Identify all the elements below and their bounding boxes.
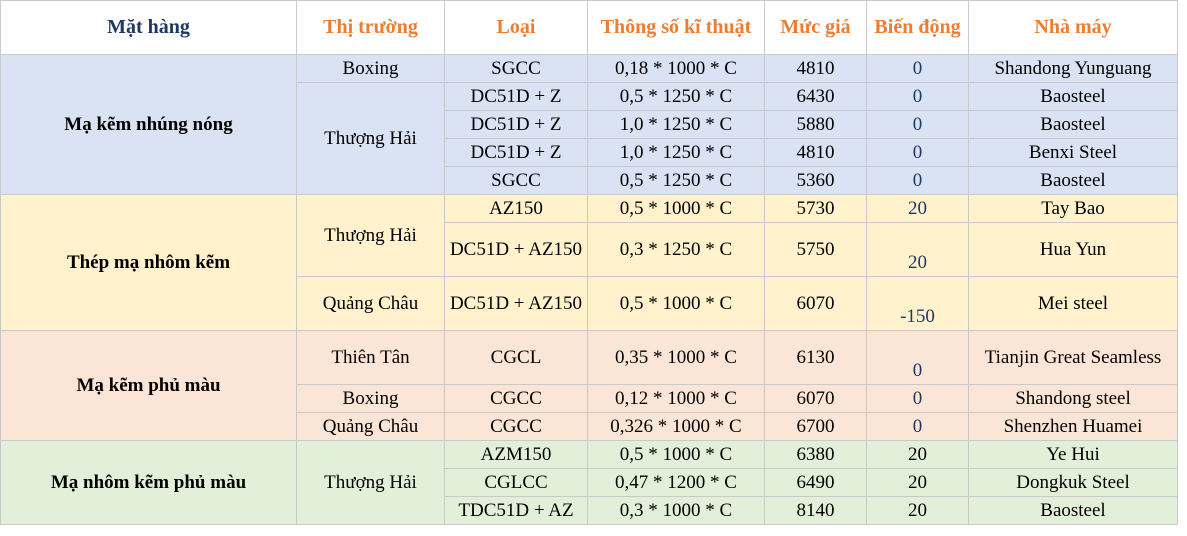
change-cell: 20 [866,194,969,223]
market-cell: Quảng Châu [296,412,445,441]
type-cell: SGCC [444,166,588,195]
price-cell: 6700 [764,412,867,441]
table-row: Mạ nhôm kẽm phủ màu Thượng Hải AZM150 0,… [0,440,1178,525]
price-cell: 6070 [764,384,867,413]
type-cell: DC51D + AZ150 [444,222,588,277]
change-cell: 20 [866,222,969,277]
price-cell: 6380 [764,440,867,469]
market-cell: Quảng Châu [296,276,445,331]
product-cell: Thép mạ nhôm kẽm [0,194,297,331]
spec-cell: 1,0 * 1250 * C [587,110,765,139]
factory-cell: Baosteel [968,496,1178,525]
spec-cell: 0,5 * 1000 * C [587,440,765,469]
price-cell: 4810 [764,138,867,167]
table-row: Thép mạ nhôm kẽm Thượng Hải AZ150 0,5 * … [0,194,1178,331]
market-cell: Boxing [296,54,445,83]
spec-cell: 0,3 * 1000 * C [587,496,765,525]
spec-cell: 0,12 * 1000 * C [587,384,765,413]
spec-cell: 0,5 * 1250 * C [587,82,765,111]
type-cell: CGCC [444,412,588,441]
spec-cell: 0,3 * 1250 * C [587,222,765,277]
type-cell: SGCC [444,54,588,83]
price-cell: 8140 [764,496,867,525]
price-cell: 5360 [764,166,867,195]
type-cell: CGCC [444,384,588,413]
price-cell: 6070 [764,276,867,331]
change-cell: 0 [866,110,969,139]
change-cell: 20 [866,496,969,525]
factory-cell: Mei steel [968,276,1178,331]
price-cell: 6130 [764,330,867,385]
spec-cell: 0,47 * 1200 * C [587,468,765,497]
header-spec: Thông số kĩ thuật [587,0,765,55]
header-factory: Nhà máy [968,0,1178,55]
spec-cell: 0,5 * 1000 * C [587,276,765,331]
change-cell: 20 [866,440,969,469]
steel-price-table: Mặt hàng Thị trường Loại Thông số kĩ thu… [0,0,1178,525]
market-cell: Thượng Hải [296,440,445,525]
factory-cell: Shenzhen Huamei [968,412,1178,441]
type-cell: DC51D + Z [444,82,588,111]
market-cell: Thiên Tân [296,330,445,385]
table-row: Mạ kẽm phủ màu Thiên Tân CGCL 0,35 * 100… [0,330,1178,441]
product-cell: Mạ nhôm kẽm phủ màu [0,440,297,525]
change-cell: 0 [866,82,969,111]
factory-cell: Benxi Steel [968,138,1178,167]
change-cell: 0 [866,384,969,413]
change-cell: 0 [866,330,969,385]
header-price: Mức giá [764,0,867,55]
change-cell: 20 [866,468,969,497]
change-cell: 0 [866,166,969,195]
change-cell: -150 [866,276,969,331]
factory-cell: Tianjin Great Seamless [968,330,1178,385]
spec-cell: 0,326 * 1000 * C [587,412,765,441]
price-cell: 5730 [764,194,867,223]
price-cell: 5750 [764,222,867,277]
type-cell: CGLCC [444,468,588,497]
factory-cell: Hua Yun [968,222,1178,277]
header-row: Mặt hàng Thị trường Loại Thông số kĩ thu… [0,0,1178,55]
spec-cell: 0,35 * 1000 * C [587,330,765,385]
factory-cell: Tay Bao [968,194,1178,223]
factory-cell: Shandong steel [968,384,1178,413]
market-cell: Boxing [296,384,445,413]
spec-cell: 0,5 * 1250 * C [587,166,765,195]
type-cell: DC51D + Z [444,110,588,139]
factory-cell: Shandong Yunguang [968,54,1178,83]
price-cell: 6430 [764,82,867,111]
change-cell: 0 [866,138,969,167]
product-cell: Mạ kẽm phủ màu [0,330,297,441]
table-row: Mạ kẽm nhúng nóng Boxing SGCC 0,18 * 100… [0,54,1178,195]
market-cell: Thượng Hải [296,194,445,277]
price-cell: 4810 [764,54,867,83]
factory-cell: Baosteel [968,110,1178,139]
market-cell: Thượng Hải [296,82,445,195]
table-row: Thượng Hải DC51D + Z 0,5 * 1250 * C 6430… [0,82,1178,195]
header-market: Thị trường [296,0,445,55]
spec-cell: 0,18 * 1000 * C [587,54,765,83]
factory-cell: Baosteel [968,82,1178,111]
header-type: Loại [444,0,588,55]
price-cell: 5880 [764,110,867,139]
header-product: Mặt hàng [0,0,297,55]
type-cell: CGCL [444,330,588,385]
factory-cell: Ye Hui [968,440,1178,469]
type-cell: AZ150 [444,194,588,223]
product-cell: Mạ kẽm nhúng nóng [0,54,297,195]
type-cell: DC51D + AZ150 [444,276,588,331]
header-change: Biến động [866,0,969,55]
type-cell: AZM150 [444,440,588,469]
price-cell: 6490 [764,468,867,497]
type-cell: DC51D + Z [444,138,588,167]
type-cell: TDC51D + AZ [444,496,588,525]
spec-cell: 0,5 * 1000 * C [587,194,765,223]
factory-cell: Dongkuk Steel [968,468,1178,497]
spec-cell: 1,0 * 1250 * C [587,138,765,167]
change-cell: 0 [866,54,969,83]
change-cell: 0 [866,412,969,441]
factory-cell: Baosteel [968,166,1178,195]
